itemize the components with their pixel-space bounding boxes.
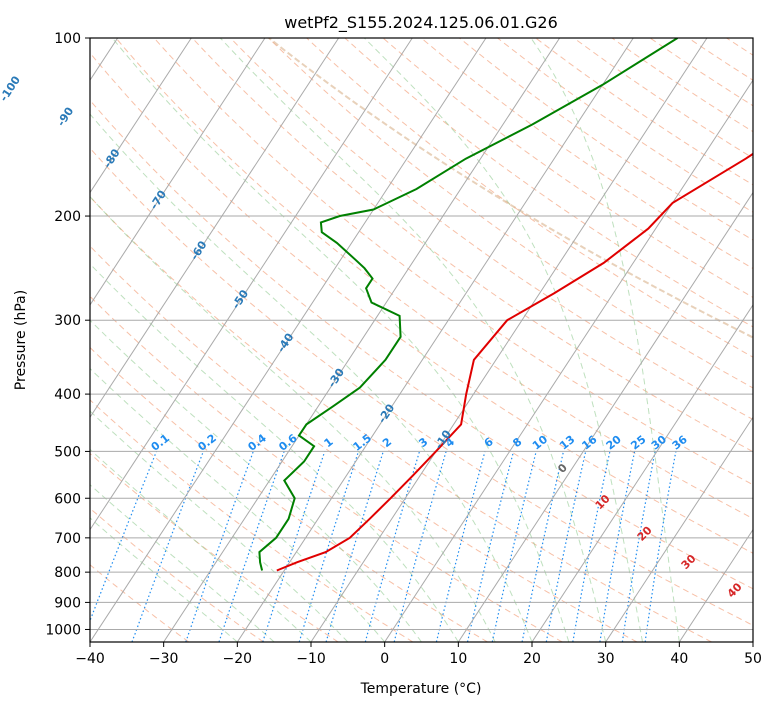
mixing-ratio-line bbox=[325, 451, 384, 642]
gridlines bbox=[90, 38, 775, 642]
mixing-ratio-line bbox=[90, 451, 158, 623]
x-tick-label: −10 bbox=[296, 651, 326, 667]
plot-frame bbox=[89, 37, 754, 643]
mixing-ratio-line bbox=[466, 451, 515, 642]
isotherm-line bbox=[605, 416, 753, 642]
isotherm-line bbox=[457, 191, 753, 642]
isotherm-line bbox=[90, 38, 192, 194]
moist-adiabat-line bbox=[363, 38, 643, 642]
y-axis-title: Pressure (hPa) bbox=[13, 290, 29, 390]
mixing-ratio-line bbox=[218, 451, 285, 642]
isotherm-line bbox=[90, 38, 487, 642]
isotherm-line bbox=[752, 641, 753, 642]
x-axis-title: Temperature (°C) bbox=[360, 681, 482, 697]
moist-adiabat-line bbox=[90, 113, 533, 642]
mixing-ratio-line bbox=[298, 451, 360, 642]
guide-curve-line bbox=[268, 38, 753, 339]
dry-adiabat-line bbox=[191, 38, 753, 453]
dry-adiabat-line bbox=[90, 99, 753, 590]
moist-adiabat-line bbox=[219, 38, 607, 642]
plot-area bbox=[90, 38, 753, 642]
isotherm-line bbox=[90, 38, 340, 419]
moist-adiabat-line bbox=[530, 38, 680, 642]
x-tick-label: 20 bbox=[523, 651, 541, 667]
y-tick-label: 800 bbox=[54, 565, 81, 581]
chart-title: wetPf2_S155.2024.125.06.01.G26 bbox=[284, 13, 558, 33]
x-tick-label: 50 bbox=[744, 651, 762, 667]
isotherm-line bbox=[384, 79, 753, 642]
mixing-ratio-line bbox=[364, 451, 421, 642]
x-tick-label: −30 bbox=[149, 651, 179, 667]
moist-adiabat-line bbox=[111, 38, 570, 642]
moist-adiabat-line bbox=[90, 263, 459, 642]
y-tick-label: 100 bbox=[54, 31, 81, 47]
isotherm-line bbox=[90, 38, 266, 306]
dry-adiabat-line bbox=[382, 38, 753, 299]
y-tick-label: 900 bbox=[54, 595, 81, 611]
y-tick-label: 200 bbox=[54, 209, 81, 225]
y-tick-label: 300 bbox=[54, 313, 81, 329]
x-tick-label: −40 bbox=[75, 651, 105, 667]
moist-adiabat-line bbox=[90, 410, 349, 642]
dewpoint-profile-line bbox=[258, 38, 679, 571]
isotherm-line bbox=[163, 38, 561, 642]
isotherm-line bbox=[90, 38, 413, 531]
dry-adiabat-line bbox=[90, 346, 488, 642]
dry-adiabat-line bbox=[115, 38, 753, 520]
y-tick-label: 1000 bbox=[45, 622, 81, 638]
isotherm-label: -90 bbox=[55, 105, 77, 129]
profile-lines bbox=[258, 38, 753, 572]
mixing-ratio-line bbox=[621, 451, 656, 642]
moist-adiabat-line bbox=[90, 367, 386, 642]
x-tick-label: 30 bbox=[597, 651, 615, 667]
isotherm-line bbox=[310, 38, 708, 642]
mixing-ratio-line bbox=[435, 451, 486, 642]
mixing-ratio-line bbox=[644, 451, 677, 642]
moist-adiabat-line bbox=[90, 484, 275, 642]
y-tick-label: 700 bbox=[54, 531, 81, 547]
dry-adiabat-line bbox=[765, 38, 775, 642]
dry-adiabat-line bbox=[90, 147, 753, 626]
temperature-profile-line bbox=[276, 152, 753, 572]
dry-adiabat-line bbox=[344, 38, 753, 328]
dry-adiabat-line bbox=[90, 295, 563, 642]
x-tick-label: 0 bbox=[380, 651, 389, 667]
x-tick-label: −20 bbox=[223, 651, 253, 667]
axes: −40 −30 −20 −10 0 10 20 30 40 50 1000 900 800 700 600 5… bbox=[45, 31, 762, 667]
x-tick-label: 40 bbox=[670, 651, 688, 667]
dry-adiabat-line bbox=[90, 507, 264, 642]
isotherm-line bbox=[236, 38, 634, 642]
dry-adiabat-line bbox=[153, 38, 753, 486]
isotherm-line bbox=[531, 303, 753, 642]
moist-adiabat-line bbox=[90, 517, 238, 642]
mixing-ratio-line bbox=[262, 451, 326, 642]
isotherm-line bbox=[678, 528, 753, 642]
x-tick-label: 10 bbox=[449, 651, 467, 667]
y-tick-label: 400 bbox=[54, 387, 81, 403]
moist-adiabat-line bbox=[90, 319, 422, 642]
isotherm-label: -100 bbox=[0, 73, 23, 103]
y-tick-label: 500 bbox=[54, 444, 81, 460]
mixing-ratio-line bbox=[185, 451, 254, 642]
y-tick-label: 600 bbox=[54, 491, 81, 507]
